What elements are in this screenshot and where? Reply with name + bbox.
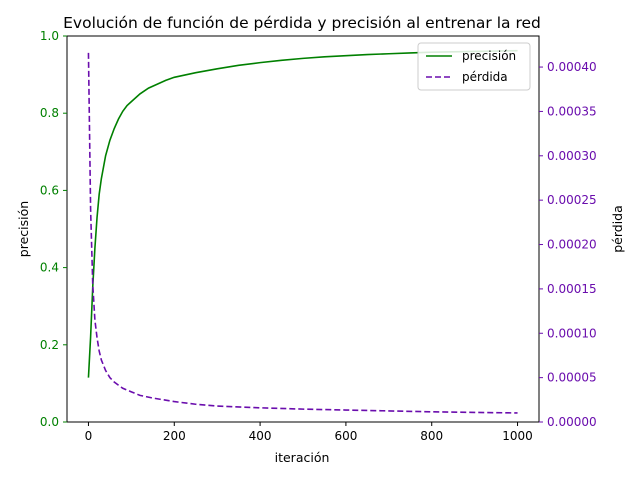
right-tick-label: 0.00010 (547, 326, 597, 340)
left-tick-label: 0.2 (40, 338, 59, 352)
left-axis-label: precisión (16, 201, 31, 257)
right-tick-label: 0.00000 (547, 415, 597, 429)
left-axis-ticks: 0.0 0.2 0.4 0.6 0.8 1.0 (40, 29, 67, 429)
legend-label: precisión (462, 49, 516, 63)
legend: precisión pérdida (417, 42, 531, 91)
right-axis-ticks: 0.00000 0.00005 0.00010 0.00015 0.00020 0.000… (539, 60, 597, 429)
x-tick-label: 1000 (502, 429, 533, 443)
left-tick-label: 0.6 (40, 183, 59, 197)
x-tick-label: 800 (420, 429, 443, 443)
left-tick-label: 0.4 (40, 261, 59, 275)
x-tick-label: 0 (85, 429, 93, 443)
x-axis-label: iteración (275, 450, 330, 465)
series-line-accuracy (87, 49, 518, 378)
right-axis-label: pérdida (610, 205, 625, 253)
plot-frame (66, 35, 540, 423)
left-tick-label: 1.0 (40, 29, 59, 43)
x-tick-label: 200 (163, 429, 186, 443)
x-axis-ticks: 0 200 400 600 800 1000 (85, 422, 533, 443)
series-line-loss (87, 52, 518, 414)
left-tick-label: 0.8 (40, 106, 59, 120)
x-tick-label: 600 (334, 429, 357, 443)
legend-box (417, 42, 531, 91)
right-tick-label: 0.00030 (547, 149, 597, 163)
right-tick-label: 0.00020 (547, 238, 597, 252)
legend-label: pérdida (462, 70, 508, 84)
right-tick-label: 0.00035 (547, 104, 597, 118)
right-tick-label: 0.00040 (547, 60, 597, 74)
plot-area (66, 35, 540, 423)
series-lines (87, 49, 518, 414)
right-tick-label: 0.00025 (547, 193, 597, 207)
left-tick-label: 0.0 (40, 415, 59, 429)
right-tick-label: 0.00005 (547, 371, 597, 385)
right-tick-label: 0.00015 (547, 282, 597, 296)
chart-title: Evolución de función de pérdida y precis… (63, 14, 541, 32)
x-tick-label: 400 (249, 429, 272, 443)
